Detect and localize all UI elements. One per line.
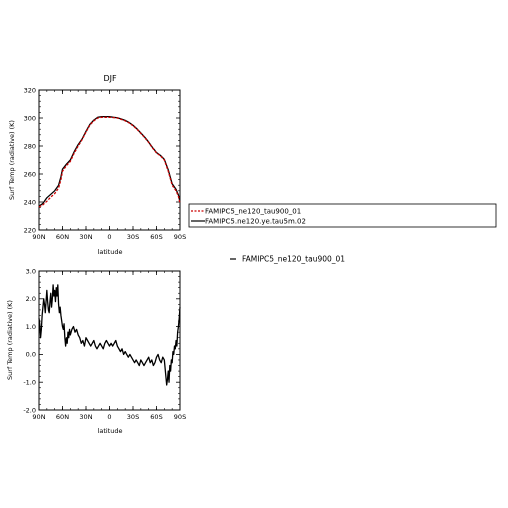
x-tick-label: 0 [107, 233, 111, 241]
y-tick-label: 320 [24, 86, 36, 94]
x-tick-label: 30N [79, 413, 92, 421]
x-tick-label: 0 [107, 413, 111, 421]
top-panel-title: DJF [103, 74, 117, 83]
y-tick-label: 240 [24, 198, 36, 206]
y-tick-label: 280 [24, 142, 36, 150]
x-tick-label: 90N [32, 413, 45, 421]
x-tick-label: 30S [127, 233, 139, 241]
series-line-0 [38, 284, 181, 386]
top-legend-box [188, 203, 497, 228]
bottom-legend: FAMIPC5_ne120_tau900_01 [230, 255, 345, 264]
x-tick-label: 60N [56, 233, 69, 241]
y-tick-label: 1.0 [26, 323, 36, 331]
series-line-0 [38, 116, 181, 208]
y-tick-label: 0.0 [26, 351, 36, 359]
y-tick-label: 3.0 [26, 267, 36, 275]
y-tick-label: -2.0 [23, 406, 36, 414]
y-tick-label: 2.0 [26, 295, 36, 303]
y-tick-label: 300 [24, 114, 36, 122]
top-axis-ticks: 90N 60N 30N 0 30S 60S 90S 220 240 260 280 300 320 [24, 86, 187, 241]
top-series-group [38, 115, 181, 208]
bottom-panel: 90N 60N 30N 0 30S 60S 90S-2.0-1.00.01.02.03.0 … [6, 267, 186, 435]
top-x-axis-label: latitude [98, 248, 123, 256]
x-tick-label: 30S [127, 413, 139, 421]
legend-label-1: FAMIPC5.ne120.ye.tau5m.02 [205, 218, 306, 226]
x-tick-label: 30N [79, 233, 92, 241]
top-legend: FAMIPC5_ne120_tau900_01 FAMIPC5.ne120.ye… [188, 203, 497, 228]
y-tick-label: 260 [24, 170, 36, 178]
top-y-axis-label: Surf Temp (radiative) (K) [8, 120, 16, 200]
bottom-series-group [38, 284, 181, 386]
bottom-y-axis-label: Surf Temp (radiative) (K) [6, 300, 14, 380]
y-tick-label: 220 [24, 226, 36, 234]
legend-label-0: FAMIPC5_ne120_tau900_01 [205, 208, 301, 216]
x-tick-label: 90S [174, 233, 186, 241]
bottom-legend-label: FAMIPC5_ne120_tau900_01 [242, 255, 345, 264]
x-tick-label: 60S [150, 413, 162, 421]
bottom-x-axis-label: latitude [98, 427, 123, 435]
x-tick-label: 60S [150, 233, 162, 241]
x-tick-label: 90N [32, 233, 45, 241]
top-panel: DJF 90N 60N 30N 0 30S 60S 90S 220 240 260 280 300 32… [8, 74, 186, 256]
y-tick-label: -1.0 [23, 379, 36, 387]
bottom-axis-ticks: 90N 60N 30N 0 30S 60S 90S -2.0 -1.0 0.0 1.0 2.0 3.0 [23, 267, 186, 421]
x-tick-label: 60N [56, 413, 69, 421]
x-tick-label: 90S [174, 413, 186, 421]
